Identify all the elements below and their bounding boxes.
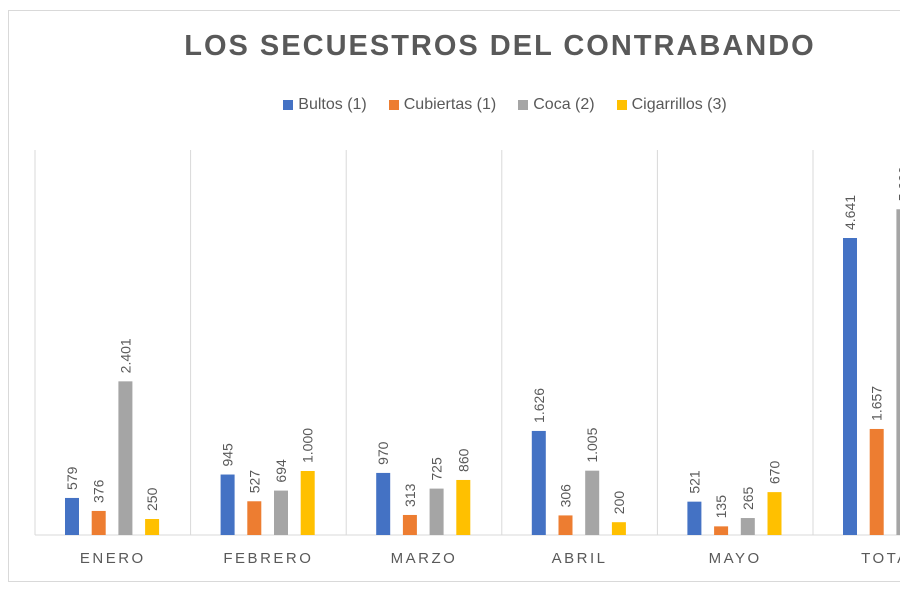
data-label: 945: [220, 443, 236, 467]
legend-label: Coca (2): [533, 96, 595, 113]
bar: [429, 488, 444, 535]
data-label: 521: [686, 470, 702, 494]
bar: [740, 518, 755, 535]
bar: [687, 501, 702, 535]
legend-label: Cubiertas (1): [403, 96, 497, 113]
bar: [869, 428, 884, 535]
x-tick-label: MAYO: [709, 550, 762, 567]
bar: [65, 497, 79, 535]
bar: [767, 492, 782, 535]
data-label: 970: [375, 441, 391, 465]
legend-item: Cubiertas (1): [388, 96, 497, 114]
data-label: 265: [740, 486, 756, 510]
data-label: 376: [91, 479, 107, 503]
data-label: 4.641: [842, 195, 858, 230]
data-label: 725: [429, 457, 445, 481]
data-label: 579: [64, 466, 80, 490]
legend-swatch: [283, 100, 294, 110]
bar: [558, 515, 573, 535]
data-label: 2.401: [117, 338, 133, 373]
bar: [300, 471, 315, 535]
bar: [145, 519, 160, 535]
bar: [456, 479, 471, 535]
bar: [118, 381, 133, 535]
chart-frame: [8, 10, 900, 582]
data-label: 135: [713, 495, 729, 519]
legend-item: Bultos (1): [283, 96, 367, 114]
x-tick-label: ENERO: [80, 550, 146, 567]
bar: [585, 470, 600, 535]
chart-title: LOS SECUESTROS DEL CONTRABANDO: [184, 30, 816, 62]
legend-label: Bultos (1): [298, 96, 367, 113]
legend-label: Cigarrillos (3): [631, 96, 727, 113]
data-label: 1.000: [300, 428, 316, 463]
data-label: 1.626: [531, 388, 547, 423]
bar: [247, 501, 262, 535]
bar: [91, 510, 106, 535]
x-tick-label: ABRIL: [552, 550, 608, 567]
bar: [611, 522, 626, 535]
legend-swatch: [388, 100, 399, 110]
data-label: 1.005: [584, 427, 600, 462]
legend: Bultos (1) Cubiertas (1) Coca (2) Cigarrill…: [0, 96, 900, 114]
bar: [896, 209, 900, 535]
legend-swatch: [518, 100, 529, 110]
data-label: 670: [767, 461, 783, 485]
data-label: 200: [611, 491, 627, 515]
data-label: 250: [144, 487, 160, 511]
data-label: 1.657: [869, 386, 885, 421]
bar: [402, 514, 417, 535]
legend-swatch: [616, 100, 627, 110]
legend-item: Coca (2): [518, 96, 595, 114]
data-label: 5.090: [895, 166, 900, 201]
bar: [843, 238, 857, 535]
data-label: 313: [402, 483, 418, 507]
x-tick-label: TOTAL: [861, 550, 900, 567]
data-label: 306: [558, 484, 574, 508]
x-tick-label: FEBRERO: [223, 550, 313, 567]
data-label: 694: [273, 459, 289, 483]
data-label: 527: [246, 470, 262, 494]
bar: [531, 430, 546, 535]
x-tick-label: MARZO: [391, 550, 458, 567]
data-label: 860: [455, 448, 471, 472]
bar: [376, 472, 391, 535]
bar: [274, 490, 288, 535]
legend-item: Cigarrillos (3): [616, 96, 727, 114]
bar: [714, 526, 729, 535]
bar: [220, 474, 235, 535]
